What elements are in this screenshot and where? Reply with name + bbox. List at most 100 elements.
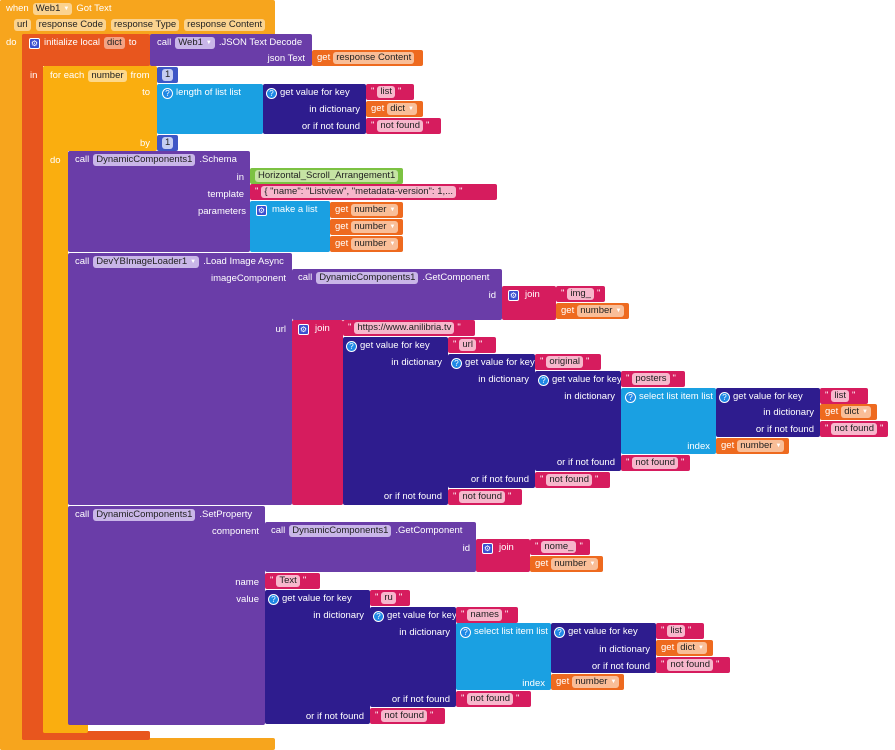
text-value[interactable]: list bbox=[667, 625, 685, 637]
text-block[interactable]: " not found " bbox=[535, 472, 610, 488]
text-block[interactable]: " list " bbox=[366, 84, 414, 100]
text-block[interactable]: " posters " bbox=[621, 371, 685, 387]
text-value[interactable]: not found bbox=[667, 659, 713, 671]
text-block[interactable]: " img_ " bbox=[556, 286, 606, 302]
variable-dropdown[interactable]: dict ▼ bbox=[677, 642, 707, 654]
text-block[interactable]: " not found " bbox=[448, 489, 522, 505]
get-response-content-block[interactable]: get response Content bbox=[312, 50, 423, 66]
text-value[interactable]: not found bbox=[632, 457, 678, 469]
text-value[interactable]: posters bbox=[632, 373, 670, 385]
text-value[interactable]: img_ bbox=[567, 288, 594, 300]
number-value[interactable]: 1 bbox=[162, 137, 174, 149]
variable-name[interactable]: response Content bbox=[333, 52, 415, 64]
variable-dropdown[interactable]: dict ▼ bbox=[841, 406, 871, 418]
get-number-block[interactable]: get number ▼ bbox=[330, 236, 404, 252]
for-each-do-column[interactable] bbox=[43, 66, 68, 733]
chevron-down-icon[interactable]: ▼ bbox=[589, 561, 596, 567]
text-value[interactable]: not found bbox=[467, 693, 513, 705]
help-icon[interactable]: ? bbox=[719, 391, 730, 403]
component-dropdown[interactable]: DynamicComponents1 bbox=[316, 272, 419, 284]
help-icon[interactable]: ? bbox=[346, 340, 357, 352]
param-response-code[interactable]: response Code bbox=[35, 19, 106, 31]
mutator-gear-icon[interactable]: ⚙ bbox=[256, 204, 267, 216]
param-response-content[interactable]: response Content bbox=[184, 19, 266, 31]
number-value[interactable]: 1 bbox=[162, 69, 174, 81]
text-value[interactable]: ru bbox=[381, 592, 396, 604]
get-number-block[interactable]: get number ▼ bbox=[551, 674, 625, 690]
text-block[interactable]: " list " bbox=[656, 623, 704, 639]
help-icon[interactable]: ? bbox=[373, 610, 384, 622]
chevron-down-icon[interactable]: ▼ bbox=[389, 241, 396, 247]
component-dropdown[interactable]: Web1 ▼ bbox=[175, 37, 215, 49]
get-value-for-key-block[interactable] bbox=[448, 354, 535, 488]
help-icon[interactable]: ? bbox=[554, 626, 565, 638]
select-list-item-block[interactable] bbox=[456, 623, 551, 690]
text-block[interactable]: " not found " bbox=[656, 657, 730, 673]
component-dropdown[interactable]: Web1 ▼ bbox=[32, 3, 73, 15]
chevron-down-icon[interactable]: ▼ bbox=[205, 40, 212, 46]
variable-dropdown[interactable]: number ▼ bbox=[572, 676, 620, 688]
get-number-block[interactable]: get number ▼ bbox=[330, 219, 404, 235]
set-property-block[interactable] bbox=[68, 506, 265, 725]
text-block[interactable]: " Text " bbox=[265, 573, 320, 589]
help-icon[interactable]: ? bbox=[451, 357, 462, 369]
get-number-block[interactable]: get number ▼ bbox=[716, 438, 790, 454]
text-value[interactable]: original bbox=[546, 356, 584, 368]
initialize-local-block[interactable] bbox=[22, 34, 150, 66]
local-variable-name[interactable]: dict bbox=[103, 37, 125, 49]
component-dropdown[interactable]: DynamicComponents1 bbox=[93, 154, 196, 166]
select-list-item-block[interactable] bbox=[621, 388, 716, 454]
text-value[interactable]: not found bbox=[459, 491, 505, 503]
text-value[interactable]: list bbox=[831, 390, 849, 402]
text-block[interactable]: " list " bbox=[820, 388, 868, 404]
chevron-down-icon[interactable]: ▼ bbox=[775, 443, 782, 449]
join-block-url[interactable] bbox=[292, 320, 343, 505]
text-block[interactable]: " not found " bbox=[366, 118, 441, 134]
get-value-for-key-block[interactable] bbox=[535, 371, 621, 471]
init-in-column[interactable] bbox=[22, 34, 43, 740]
text-value[interactable]: not found bbox=[381, 710, 427, 722]
get-number-block[interactable]: get number ▼ bbox=[556, 303, 630, 319]
get-value-for-key-block[interactable] bbox=[265, 590, 370, 724]
template-text-block[interactable]: " { "name": "Listview", "metadata-version… bbox=[250, 184, 497, 200]
mutator-gear-icon[interactable]: ⚙ bbox=[482, 542, 493, 554]
get-number-block[interactable]: get number ▼ bbox=[330, 202, 404, 218]
text-block[interactable]: " url " bbox=[448, 337, 496, 353]
text-block[interactable]: " names " bbox=[456, 607, 518, 623]
chevron-down-icon[interactable]: ▼ bbox=[389, 207, 396, 213]
schema-call-block[interactable] bbox=[68, 151, 250, 252]
text-value[interactable]: names bbox=[467, 609, 502, 621]
variable-dropdown[interactable]: number ▼ bbox=[351, 238, 399, 250]
chevron-down-icon[interactable]: ▼ bbox=[389, 224, 396, 230]
chevron-down-icon[interactable]: ▼ bbox=[698, 645, 704, 651]
component-dropdown[interactable]: DynamicComponents1 bbox=[93, 509, 196, 521]
variable-dropdown[interactable]: number ▼ bbox=[577, 305, 625, 317]
variable-dropdown[interactable]: number ▼ bbox=[351, 204, 399, 216]
text-block[interactable]: " not found " bbox=[820, 421, 889, 437]
chevron-down-icon[interactable]: ▼ bbox=[615, 308, 622, 314]
text-value[interactable]: https://www.anilibria.tv bbox=[354, 322, 455, 334]
chevron-down-icon[interactable]: ▼ bbox=[862, 409, 868, 415]
help-icon[interactable]: ? bbox=[625, 391, 636, 403]
number-block-by[interactable]: 1 bbox=[157, 135, 179, 151]
event-do-column[interactable] bbox=[0, 0, 22, 750]
help-icon[interactable]: ? bbox=[162, 87, 173, 99]
help-icon[interactable]: ? bbox=[460, 626, 471, 638]
variable-dropdown[interactable]: dict ▼ bbox=[387, 103, 417, 115]
text-block[interactable]: " not found " bbox=[456, 691, 531, 707]
chevron-down-icon[interactable]: ▼ bbox=[63, 6, 70, 12]
text-value[interactable]: not found bbox=[546, 474, 592, 486]
chevron-down-icon[interactable]: ▼ bbox=[408, 106, 414, 112]
text-value[interactable]: not found bbox=[377, 120, 423, 132]
variable-dropdown[interactable]: number ▼ bbox=[737, 440, 785, 452]
text-value[interactable]: Text bbox=[276, 575, 300, 587]
get-dict-block[interactable]: get dict ▼ bbox=[820, 404, 877, 420]
help-icon[interactable]: ? bbox=[268, 593, 279, 605]
get-number-block[interactable]: get number ▼ bbox=[530, 556, 604, 572]
get-dict-block[interactable]: get dict ▼ bbox=[656, 640, 713, 656]
text-value[interactable]: nome_ bbox=[541, 541, 577, 553]
component-dropdown[interactable]: DevYBImageLoader1 ▼ bbox=[93, 256, 200, 268]
length-of-list-block[interactable] bbox=[157, 84, 263, 134]
number-block-from[interactable]: 1 bbox=[157, 67, 179, 83]
